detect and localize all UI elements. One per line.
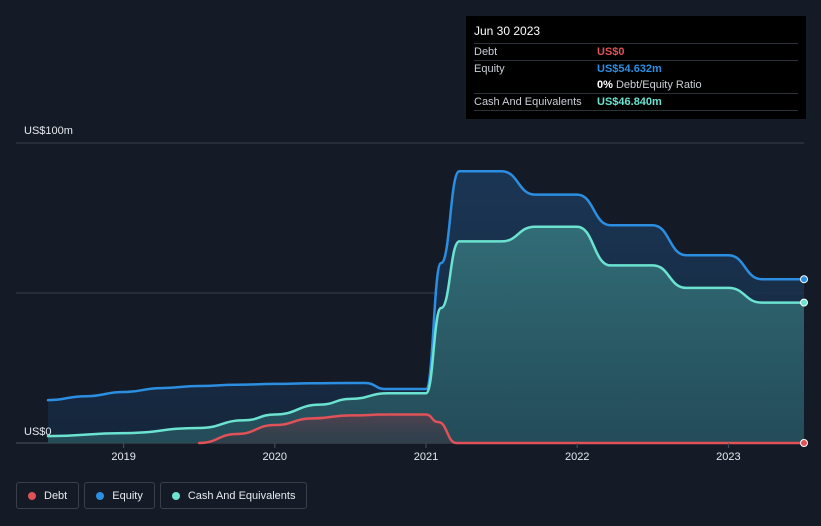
legend-cash-label: Cash And Equivalents xyxy=(187,489,296,502)
tooltip-ratio-value: 0% xyxy=(597,79,613,91)
equity-dot-icon xyxy=(96,491,105,500)
debt-line xyxy=(197,413,806,445)
tooltip-row-equity: Equity US$54.632m xyxy=(474,60,798,77)
legend-debt-label: Debt xyxy=(44,489,68,502)
legend-item-equity[interactable]: Equity xyxy=(84,482,155,509)
tooltip-row-debt: Debt US$0 xyxy=(474,43,798,60)
cash-area xyxy=(48,226,804,443)
cash-dot-icon xyxy=(171,491,180,500)
tooltip-row-cash: Cash And Equivalents US$46.840m xyxy=(474,93,798,111)
debt-dot-icon xyxy=(28,491,36,500)
tooltip-cash-label: Cash And Equivalents xyxy=(474,96,582,108)
chart-legend: Debt Equity Cash And Equivalents xyxy=(16,482,308,509)
tooltip-cash-value: US$46.840m xyxy=(597,96,662,108)
tooltip-equity-label: Equity xyxy=(474,63,505,75)
legend-equity-label: Equity xyxy=(112,489,143,502)
cash-line xyxy=(46,225,806,438)
tooltip-debt-label: Debt xyxy=(474,46,498,58)
debt-area xyxy=(199,414,804,443)
tooltip-debt-value: US$0 xyxy=(597,46,625,58)
debt-end-marker[interactable] xyxy=(800,439,808,447)
x-tick-label: 2021 xyxy=(414,451,438,463)
tooltip-ratio-label: Debt/Equity Ratio xyxy=(615,79,702,91)
tooltip-date: Jun 30 2023 xyxy=(474,24,541,38)
equity-line xyxy=(46,169,806,402)
legend-item-cash[interactable]: Cash And Equivalents xyxy=(159,482,308,509)
cash-end-marker[interactable] xyxy=(800,298,808,307)
tooltip-panel: Jun 30 2023 Debt US$0 Equity US$54.632m … xyxy=(466,16,806,119)
equity-end-marker[interactable] xyxy=(800,275,808,284)
x-tick-label: 2023 xyxy=(716,451,740,463)
y-axis-bottom-label: US$0 xyxy=(24,426,52,438)
legend-item-debt[interactable]: Debt xyxy=(16,482,80,509)
x-tick-label: 2020 xyxy=(263,451,287,463)
y-axis-top-label: US$100m xyxy=(24,125,73,137)
x-tick-label: 2022 xyxy=(565,451,589,463)
tooltip-row-ratio: 0% Debt/Equity Ratio xyxy=(474,77,798,93)
x-tick-label: 2019 xyxy=(111,451,135,463)
tooltip-equity-value: US$54.632m xyxy=(597,63,662,75)
